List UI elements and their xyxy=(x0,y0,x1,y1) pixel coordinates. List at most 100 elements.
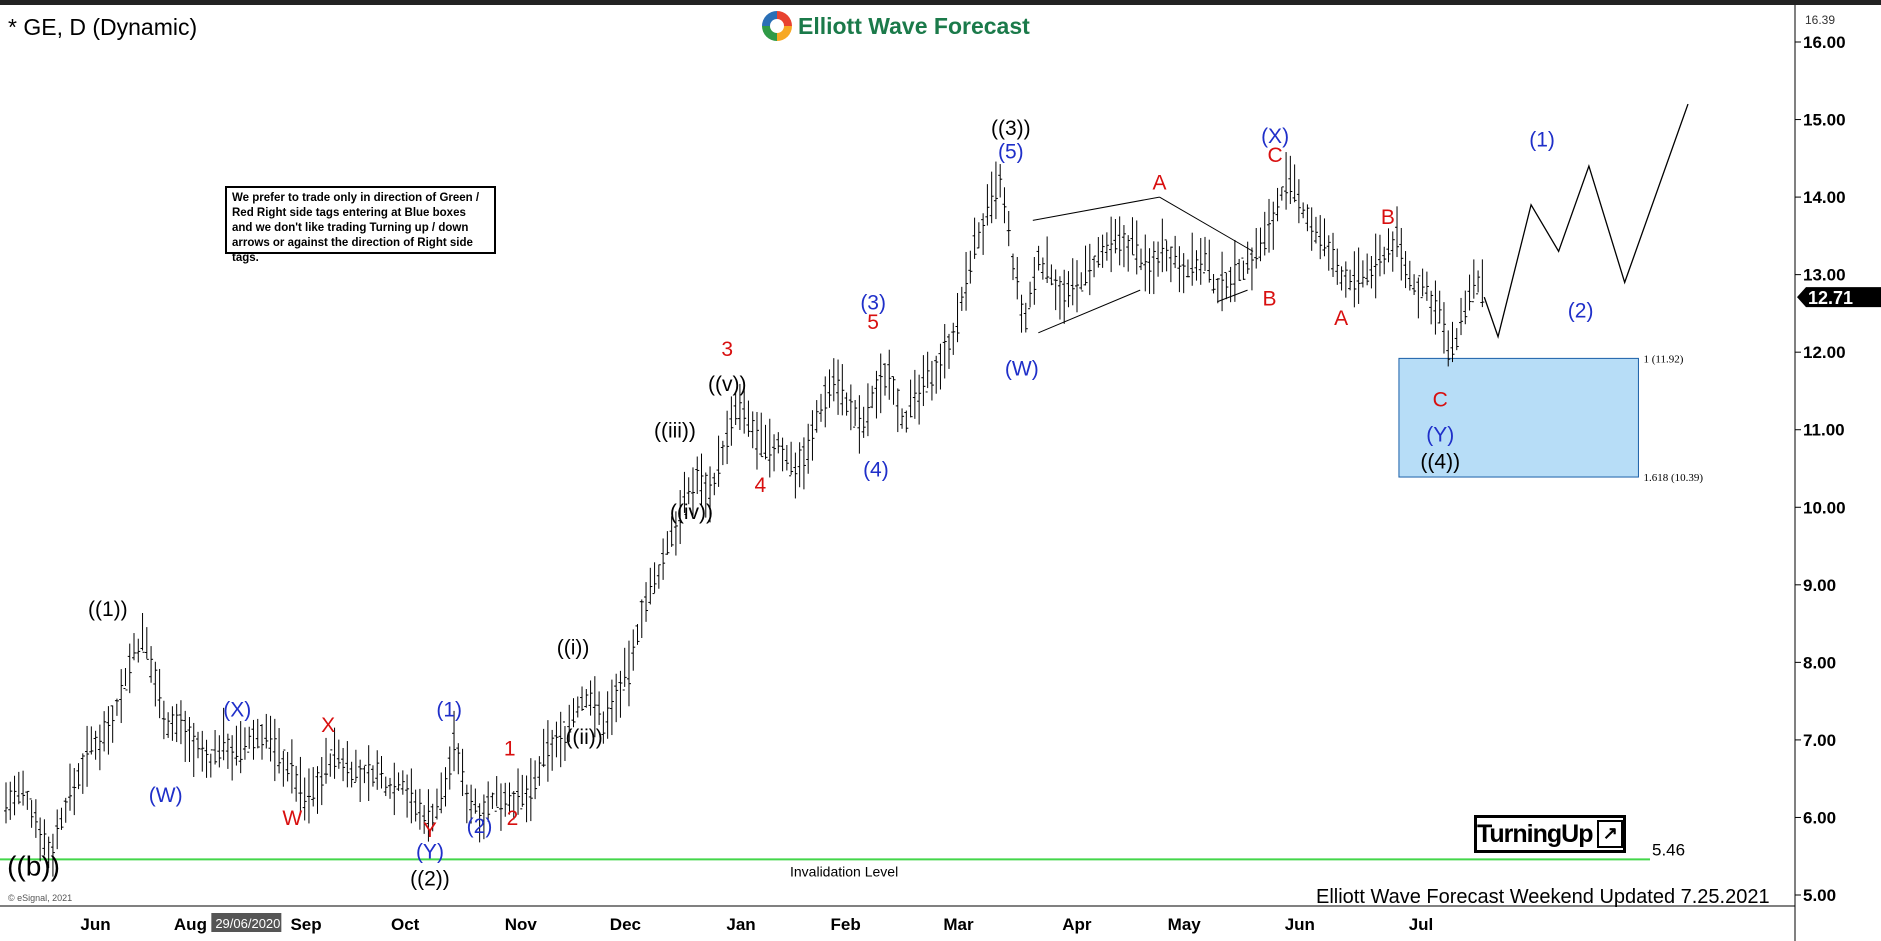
ohlc-bar xyxy=(1126,235,1131,272)
wave-label-33: (Y) xyxy=(1426,423,1454,446)
ohlc-bar xyxy=(580,686,585,711)
ohlc-bar xyxy=(456,743,461,775)
ohlc-bar xyxy=(981,213,986,255)
footer-updated: Elliott Wave Forecast Weekend Updated 7.… xyxy=(1316,886,1770,908)
ohlc-bar xyxy=(823,376,828,428)
ohlc-bar xyxy=(396,772,401,791)
ohlc-bar xyxy=(336,739,341,769)
ohlc-bar xyxy=(1079,272,1084,292)
ohlc-bar xyxy=(908,379,913,418)
x-axis-label-11: May xyxy=(1168,915,1202,934)
ohlc-bar xyxy=(1245,241,1250,274)
ohlc-bar xyxy=(754,411,759,470)
ohlc-bar xyxy=(635,624,640,645)
ohlc-bar xyxy=(776,432,781,454)
ohlc-bar xyxy=(362,764,367,784)
ohlc-bar xyxy=(742,385,747,434)
ohlc-bar xyxy=(1220,251,1225,312)
ohlc-bar xyxy=(1070,258,1075,306)
ohlc-bar xyxy=(1249,247,1254,291)
brand-logo: Elliott Wave Forecast xyxy=(762,8,1030,44)
x-axis-label-2: Aug xyxy=(174,915,207,934)
ohlc-bar xyxy=(729,396,734,446)
ohlc-bar xyxy=(102,711,107,752)
ohlc-bar xyxy=(1292,164,1297,203)
ohlc-bar xyxy=(793,452,798,499)
ohlc-bar xyxy=(678,490,683,545)
ohlc-bar xyxy=(1454,328,1459,351)
brand-logo-icon xyxy=(762,11,792,41)
wave-label-35: (1) xyxy=(1529,129,1555,152)
ohlc-bar xyxy=(238,721,243,774)
ohlc-bar xyxy=(737,383,742,431)
ohlc-bar xyxy=(140,612,145,653)
ohlc-bar xyxy=(626,640,631,707)
ohlc-bar xyxy=(550,729,555,771)
ohlc-bar xyxy=(1382,246,1387,275)
ohlc-bar xyxy=(153,661,158,707)
ohlc-bar xyxy=(302,777,307,821)
ohlc-bar xyxy=(8,781,13,820)
ohlc-bar xyxy=(780,437,785,472)
ohlc-bar xyxy=(716,435,721,487)
wave-label-11: 1 xyxy=(504,737,516,760)
ohlc-bar xyxy=(76,763,81,790)
ohlc-bar xyxy=(452,710,457,772)
x-axis-label-4: Oct xyxy=(391,915,420,934)
ohlc-bar xyxy=(1160,218,1165,273)
x-date-badge xyxy=(211,913,282,932)
ohlc-bar xyxy=(1377,234,1382,277)
ohlc-bar xyxy=(1339,266,1344,291)
wave-label-29: C xyxy=(1267,144,1282,167)
ohlc-bar xyxy=(1198,238,1203,285)
ohlc-bar xyxy=(439,772,444,814)
top-frame-bar xyxy=(0,0,1881,5)
ohlc-bar xyxy=(183,710,188,762)
ohlc-bar xyxy=(511,790,516,820)
ohlc-bar xyxy=(1023,302,1028,333)
ohlc-bar xyxy=(861,406,866,438)
ohlc-bar xyxy=(1006,210,1011,247)
ohlc-bar xyxy=(498,783,503,831)
ohlc-bar xyxy=(110,705,115,743)
fib-label-0: 1 (11.92) xyxy=(1643,353,1683,365)
ohlc-bar xyxy=(349,761,354,788)
ohlc-bar xyxy=(1203,236,1208,274)
ohlc-bar xyxy=(1369,256,1374,289)
ohlc-bar xyxy=(204,739,209,778)
ohlc-bar xyxy=(353,749,358,783)
ohlc-bar xyxy=(161,700,166,740)
ohlc-bar xyxy=(200,730,205,772)
last-price-tag xyxy=(1797,287,1881,308)
ohlc-bar xyxy=(1177,246,1182,293)
ohlc-bar xyxy=(157,668,162,719)
ohlc-bar xyxy=(1254,228,1259,269)
ohlc-bar xyxy=(311,767,316,807)
ohlc-bar xyxy=(1194,250,1199,281)
ohlc-bar xyxy=(1040,257,1045,280)
wave-label-30: B xyxy=(1381,206,1395,229)
ohlc-bar xyxy=(1130,217,1135,256)
arrow-up-right-icon: ↗ xyxy=(1596,820,1623,848)
ohlc-bar xyxy=(59,807,64,830)
ohlc-bar xyxy=(1305,204,1310,232)
ohlc-bar xyxy=(1211,274,1216,294)
ohlc-bar xyxy=(426,789,431,842)
ohlc-bar xyxy=(1459,297,1464,336)
wave-label-31: A xyxy=(1334,307,1348,330)
ohlc-bar xyxy=(170,706,175,741)
ohlc-bar xyxy=(1416,275,1421,319)
ohlc-bar xyxy=(614,673,619,723)
ohlc-bar xyxy=(1224,272,1229,300)
ohlc-bar xyxy=(1437,290,1442,324)
ohlc-bar xyxy=(281,749,286,787)
ohlc-bar xyxy=(942,324,947,379)
ohlc-bar xyxy=(285,751,290,782)
wave-label-8: ((2)) xyxy=(410,868,450,891)
x-axis-strip xyxy=(0,905,1795,941)
ohlc-bar xyxy=(1403,251,1408,289)
ohlc-bar xyxy=(25,790,30,810)
ohlc-bar xyxy=(601,711,606,744)
ohlc-bar xyxy=(230,735,235,781)
ohlc-bar xyxy=(588,680,593,716)
